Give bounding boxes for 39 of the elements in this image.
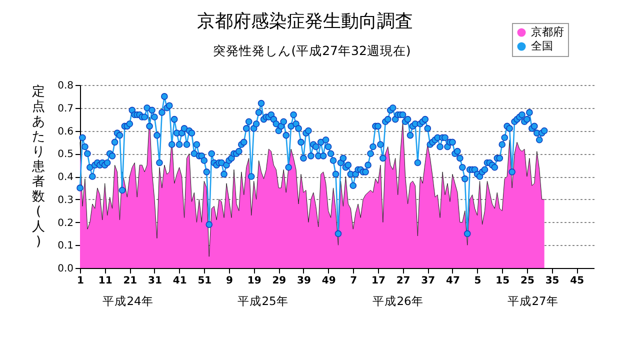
x-tick-label: 19: [247, 276, 262, 286]
text: 平成26年: [372, 294, 424, 308]
x-tick-label: 9: [226, 276, 233, 286]
x-tick-label: 31: [148, 276, 162, 286]
x-tick-label: 37: [421, 276, 436, 286]
x-tick-label: 29: [272, 276, 286, 286]
x-tick-label: 51: [198, 276, 212, 286]
x-tick-label: 45: [570, 276, 584, 286]
x-tick-label: 1: [77, 276, 84, 286]
chart-subtitle: 突発性発しん(平成27年32週現在): [213, 43, 411, 58]
y-tick-label: 0.2: [58, 218, 74, 229]
text: 平成25年: [238, 294, 288, 308]
x-tick-label: 11: [98, 276, 112, 286]
x-tick-label: 47: [446, 276, 460, 286]
x-tick-label: 5: [474, 276, 482, 286]
x-tick-label: 27: [396, 276, 410, 286]
x-tick-label: 41: [172, 276, 187, 286]
text: 平成24年: [102, 294, 154, 308]
legend-label: 京都府: [531, 26, 564, 38]
x-tick-label: 7: [350, 276, 358, 286]
x-tick-label: 17: [372, 276, 386, 286]
x-tick-label: 49: [322, 276, 336, 286]
x-tick-label: 21: [123, 276, 138, 286]
x-tick-label: 25: [520, 276, 534, 286]
y-tick-label: 0.7: [58, 103, 74, 114]
x-tick-label: 39: [297, 276, 311, 286]
y-tick-label: 0.4: [58, 172, 74, 183]
x-tick-label: 35: [545, 276, 560, 286]
text: 定点あたり患者数(人): [32, 84, 45, 250]
y-tick-label: 0.3: [58, 194, 74, 206]
legend-label: 全国: [531, 40, 553, 52]
y-tick-label: 0.1: [58, 240, 74, 252]
y-tick-label: 0.8: [58, 80, 74, 92]
y-tick-label: 0.6: [58, 126, 74, 138]
y-tick-label: 0.0: [58, 264, 74, 274]
y-tick-label: 0.5: [58, 149, 74, 160]
text: 平成27年: [508, 294, 558, 308]
chart-title: 京都府感染症発生動向調査: [197, 11, 413, 32]
x-tick-label: 15: [496, 276, 510, 286]
